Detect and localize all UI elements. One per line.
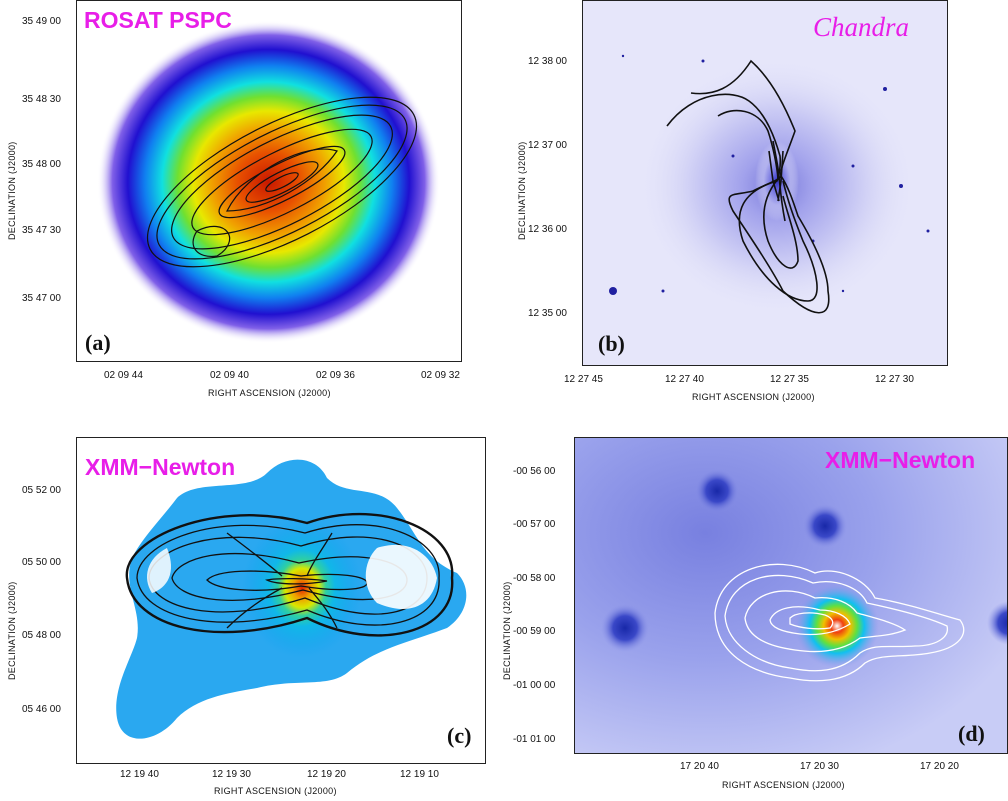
panel-c-label: (c) [447, 723, 472, 748]
panel-a-label: (a) [85, 330, 111, 355]
radio-contours [714, 563, 965, 682]
panel-d-xtick: 17 20 20 [920, 761, 959, 772]
panel-d-ytick: -01 01 00 [513, 734, 556, 745]
panel-a-image: ROSAT PSPC (a) [76, 0, 462, 362]
panel-c-xlabel: RIGHT ASCENSION (J2000) [214, 786, 337, 796]
panel-a-ylabel: DECLINATION (J2000) [7, 141, 17, 240]
panel-b-ylabel: DECLINATION (J2000) [517, 141, 527, 240]
panel-c-xtick: 12 19 40 [120, 769, 159, 780]
panel-c-title: XMM−Newton [85, 454, 236, 480]
panel-d-image: XMM−Newton (d) [574, 437, 1008, 754]
panel-b-ytick: 12 37 00 [528, 140, 567, 151]
panel-a-xtick: 02 09 44 [104, 370, 143, 381]
panel-c-ytick: 05 50 00 [22, 557, 61, 568]
panel-a-ytick: 35 49 00 [22, 16, 61, 27]
panel-d-label: (d) [958, 721, 985, 746]
panel-c-xtick: 12 19 30 [212, 769, 251, 780]
panel-d-ytick: -00 58 00 [513, 573, 556, 584]
panel-a-ytick: 35 47 00 [22, 293, 61, 304]
panel-c-xtick: 12 19 20 [307, 769, 346, 780]
panel-b-title: Chandra [813, 12, 910, 42]
panel-b-xtick: 12 27 45 [564, 374, 603, 385]
panel-c-xtick: 12 19 10 [400, 769, 439, 780]
panel-c-ytick: 05 52 00 [22, 485, 61, 496]
panel-d-ytick: -00 56 00 [513, 466, 556, 477]
panel-b-xlabel: RIGHT ASCENSION (J2000) [692, 392, 815, 402]
panel-d-ylabel: DECLINATION (J2000) [502, 581, 512, 680]
panel-d-xtick: 17 20 30 [800, 761, 839, 772]
panel-a-xtick: 02 09 40 [210, 370, 249, 381]
panel-b-xtick: 12 27 30 [875, 374, 914, 385]
panel-d-title: XMM−Newton [825, 447, 976, 473]
point-sources [609, 54, 930, 295]
panel-a-xlabel: RIGHT ASCENSION (J2000) [208, 388, 331, 398]
panel-b-image: Chandra (b) [582, 0, 948, 366]
panel-a-ytick: 35 48 30 [22, 94, 61, 105]
panel-c-ytick: 05 48 00 [22, 630, 61, 641]
panel-d-ytick: -00 57 00 [513, 519, 556, 530]
panel-d-xlabel: RIGHT ASCENSION (J2000) [722, 780, 845, 790]
panel-d-ytick: -01 00 00 [513, 680, 556, 691]
panel-a-xtick: 02 09 36 [316, 370, 355, 381]
xray-emission-blob [96, 20, 441, 344]
panel-a-ytick: 35 48 00 [22, 159, 61, 170]
panel-b-xtick: 12 27 35 [770, 374, 809, 385]
panel-d-xtick: 17 20 40 [680, 761, 719, 772]
panel-b-ytick: 12 36 00 [528, 224, 567, 235]
panel-a-title: ROSAT PSPC [84, 7, 232, 33]
panel-c-ytick: 05 46 00 [22, 704, 61, 715]
panel-b-ytick: 12 35 00 [528, 308, 567, 319]
radio-contours [146, 96, 418, 268]
radio-contours [666, 59, 830, 314]
panel-d-ytick: -00 59 00 [513, 626, 556, 637]
panel-c-image: XMM−Newton (c) [76, 437, 486, 764]
panel-b-ytick: 12 38 00 [528, 56, 567, 67]
panel-a-ytick: 35 47 30 [22, 225, 61, 236]
panel-b-label: (b) [598, 331, 625, 356]
panel-b-xtick: 12 27 40 [665, 374, 704, 385]
panel-a-xtick: 02 09 32 [421, 370, 460, 381]
panel-c-ylabel: DECLINATION (J2000) [7, 581, 17, 680]
